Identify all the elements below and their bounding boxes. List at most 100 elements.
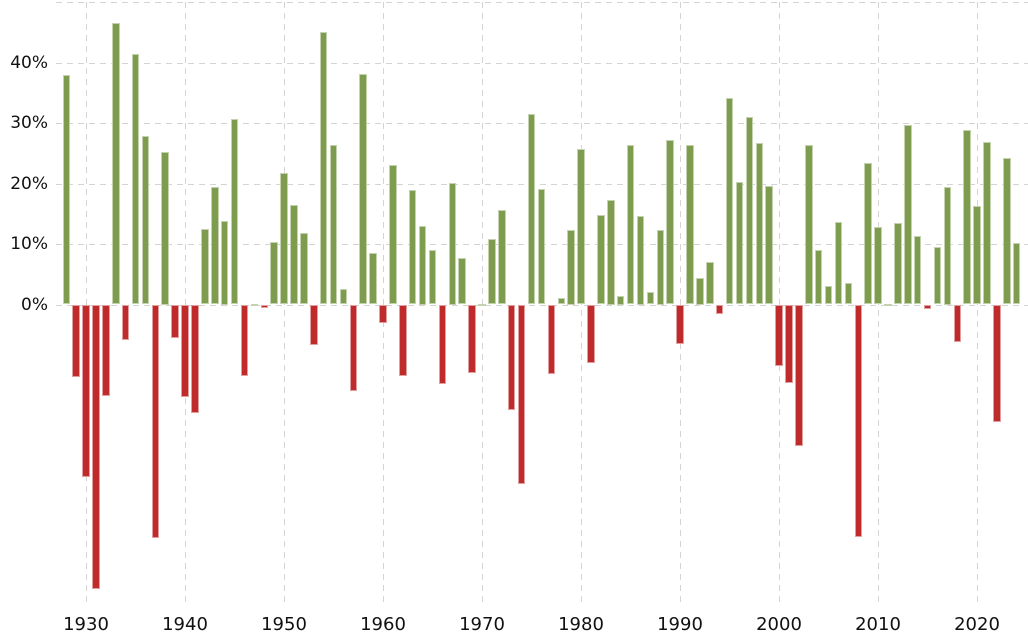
bar-1938 — [161, 152, 169, 305]
bar-1945 — [230, 118, 239, 305]
bar-1969 — [468, 304, 476, 374]
bar-2003 — [805, 144, 813, 305]
bar-1943 — [211, 186, 219, 305]
bar-1988 — [656, 229, 664, 305]
bar-2022 — [993, 304, 1001, 423]
bar-1965 — [428, 249, 437, 305]
bar-1980 — [577, 148, 585, 305]
bar-1976 — [537, 188, 546, 305]
bar-2020 — [973, 206, 981, 305]
bar-1983 — [607, 200, 615, 305]
x-tick-label-1930: 1930 — [63, 614, 109, 635]
bar-1992 — [696, 277, 704, 305]
bar-2011 — [884, 303, 892, 306]
bar-2005 — [824, 286, 833, 305]
bar-1964 — [418, 226, 427, 305]
bar-1937 — [151, 304, 160, 538]
bar-1934 — [121, 304, 130, 341]
bar-2017 — [943, 187, 952, 305]
bar-1955 — [329, 144, 338, 305]
bar-1952 — [300, 233, 308, 305]
bar-2007 — [844, 283, 853, 305]
bar-1991 — [686, 145, 694, 305]
bar-1944 — [220, 221, 229, 305]
bar-2016 — [933, 246, 942, 305]
x-tick-label-1980: 1980 — [558, 614, 604, 635]
bar-1999 — [765, 186, 773, 305]
y-tick-label-40: 40% — [10, 52, 48, 73]
bar-2015 — [923, 304, 932, 309]
bar-1940 — [181, 304, 189, 397]
bar-1936 — [141, 135, 150, 305]
y-gridline-50 — [56, 2, 1028, 3]
bar-1986 — [636, 216, 645, 305]
x-tick-label-1960: 1960 — [360, 614, 406, 635]
bar-2008 — [854, 304, 862, 538]
bar-1973 — [507, 304, 516, 410]
bar-1977 — [547, 304, 555, 375]
bar-1968 — [458, 258, 466, 305]
y-gridline-30 — [56, 123, 1028, 124]
bar-1989 — [666, 139, 674, 305]
bar-1967 — [448, 183, 457, 305]
x-gridline-1950 — [284, 2, 285, 607]
bar-1987 — [646, 292, 655, 305]
bar-2013 — [904, 125, 912, 305]
bar-2010 — [874, 227, 882, 305]
bar-1942 — [201, 229, 209, 305]
bar-1981 — [587, 304, 595, 364]
x-gridline-2010 — [878, 2, 879, 607]
bar-1929 — [72, 304, 80, 377]
bar-2024 — [1012, 243, 1021, 305]
x-tick-label-2010: 2010 — [855, 614, 901, 635]
bar-2021 — [983, 141, 991, 305]
bar-1979 — [567, 230, 575, 305]
bar-1997 — [745, 116, 754, 305]
bar-1932 — [102, 304, 110, 397]
bar-1933 — [112, 22, 120, 305]
bar-1959 — [369, 253, 377, 305]
bar-1947 — [250, 303, 259, 306]
bar-2006 — [834, 222, 843, 305]
bar-1966 — [438, 304, 447, 384]
bar-1998 — [755, 143, 763, 305]
bar-1931 — [92, 304, 100, 590]
bar-1975 — [527, 113, 536, 305]
x-tick-label-2000: 2000 — [756, 614, 802, 635]
y-tick-label-30: 30% — [10, 113, 48, 133]
bar-2000 — [775, 304, 783, 366]
bar-2019 — [963, 129, 971, 305]
bar-2018 — [953, 304, 961, 343]
bar-2002 — [795, 304, 803, 446]
bar-1971 — [488, 239, 496, 305]
bar-1948 — [260, 304, 268, 309]
bar-1994 — [715, 304, 724, 314]
bar-1928 — [62, 75, 70, 305]
bar-1930 — [82, 304, 90, 477]
bar-1961 — [389, 164, 397, 305]
bar-1963 — [408, 190, 417, 305]
bar-1953 — [310, 304, 318, 345]
x-tick-label-1940: 1940 — [162, 614, 208, 635]
bar-1946 — [240, 304, 249, 377]
x-tick-label-1950: 1950 — [261, 614, 307, 635]
bar-2001 — [785, 304, 793, 384]
y-gridline-40 — [56, 62, 1028, 64]
bar-2009 — [864, 162, 872, 305]
bar-1974 — [517, 304, 526, 485]
bar-2014 — [913, 235, 922, 305]
bar-1990 — [676, 304, 684, 345]
bar-1935 — [131, 54, 140, 305]
bar-1956 — [339, 288, 348, 305]
bar-1970 — [478, 303, 486, 306]
bar-1954 — [319, 32, 328, 305]
x-tick-label-1990: 1990 — [657, 614, 703, 635]
y-tick-label-10: 10% — [10, 234, 48, 254]
bar-2023 — [1003, 157, 1011, 305]
bar-1941 — [191, 304, 199, 413]
bar-1995 — [725, 98, 734, 305]
bar-1951 — [290, 204, 298, 305]
bar-1996 — [735, 181, 744, 305]
bar-1993 — [706, 261, 714, 305]
